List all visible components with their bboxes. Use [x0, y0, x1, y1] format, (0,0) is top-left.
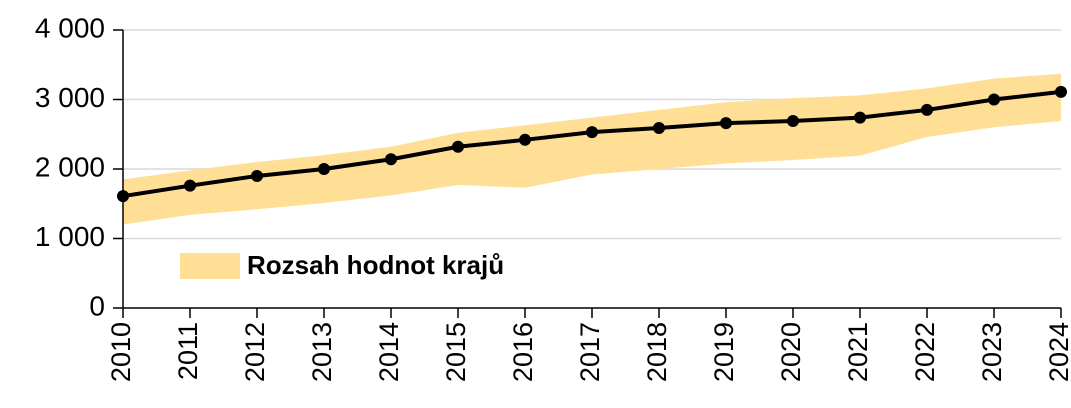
x-tick-label: 2019: [709, 322, 739, 382]
data-point: [921, 103, 933, 116]
data-point: [184, 179, 196, 192]
data-point: [385, 153, 397, 166]
x-tick-label: 2014: [374, 322, 404, 382]
y-tick-label: 3 000: [35, 82, 105, 113]
data-point: [117, 190, 129, 203]
data-point: [787, 115, 799, 128]
x-tick-label: 2012: [240, 322, 270, 382]
data-point: [720, 117, 732, 130]
x-tick-label: 2015: [441, 322, 471, 382]
data-point: [519, 133, 531, 146]
x-tick-label: 2017: [575, 322, 605, 382]
y-tick-label: 2 000: [35, 151, 105, 182]
y-tick-label: 1 000: [35, 221, 105, 252]
x-tick-label: 2018: [642, 322, 672, 382]
y-tick-label: 0: [89, 290, 105, 321]
x-tick-label: 2010: [106, 322, 136, 382]
x-tick-label: 2011: [173, 322, 203, 380]
x-tick-label: 2020: [776, 322, 806, 382]
x-tick-label: 2016: [508, 322, 538, 382]
x-tick-label: 2013: [307, 322, 337, 382]
data-point: [318, 163, 330, 175]
data-point: [988, 93, 1000, 106]
data-point: [251, 169, 263, 182]
data-point: [1055, 85, 1067, 98]
x-tick-label: 2023: [977, 322, 1007, 382]
data-point: [586, 126, 598, 139]
data-point: [653, 121, 665, 134]
range-band: [123, 73, 1061, 225]
data-point: [854, 111, 866, 124]
data-point: [452, 140, 464, 153]
x-tick-label: 2024: [1044, 322, 1071, 382]
legend-label: Rozsah hodnot krajů: [247, 250, 504, 280]
legend-swatch: [180, 253, 240, 279]
y-tick-label: 4 000: [35, 12, 105, 43]
x-tick-label: 2021: [843, 322, 873, 382]
x-tick-label: 2022: [910, 322, 940, 382]
